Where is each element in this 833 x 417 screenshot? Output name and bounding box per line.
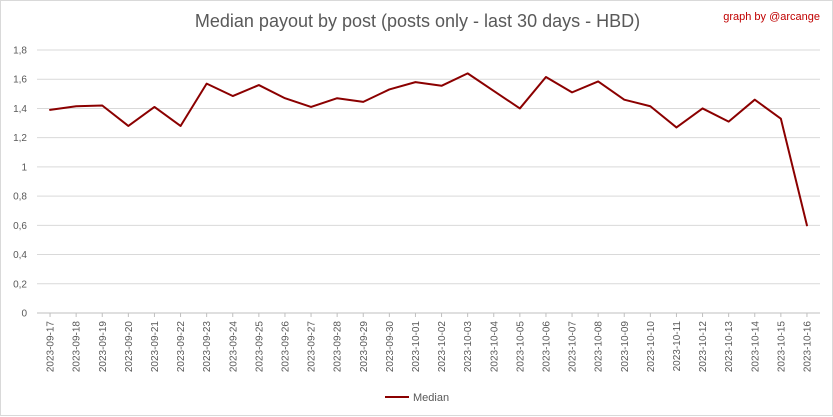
x-tick-label: 2023-09-25 [254, 321, 265, 373]
x-tick-label: 2023-09-30 [385, 321, 396, 373]
x-tick-label: 2023-10-10 [646, 321, 657, 373]
legend-label: Median [413, 392, 449, 404]
y-tick-label: 1,4 [13, 104, 27, 115]
x-tick-label: 2023-09-18 [72, 321, 83, 373]
y-tick-label: 0,4 [13, 250, 27, 261]
legend: Median [385, 392, 449, 404]
y-axis-ticks: 0 0,2 0,4 0,6 0,8 1 1,2 1,4 1,6 1,8 [13, 46, 27, 320]
x-tick-label: 2023-10-15 [776, 321, 787, 373]
x-tick-label: 2023-10-01 [411, 321, 422, 373]
x-tick-label: 2023-10-06 [541, 321, 552, 373]
y-tick-label: 0,8 [13, 192, 27, 203]
series-layer [50, 73, 807, 225]
x-tick-label: 2023-09-24 [228, 321, 239, 373]
x-tick-label: 2023-09-26 [280, 321, 291, 373]
x-tick-label: 2023-09-20 [124, 321, 135, 373]
series-line-median [50, 73, 807, 225]
y-tick-label: 1 [21, 162, 27, 173]
y-tick-label: 1,8 [13, 46, 27, 57]
x-tick-label: 2023-09-27 [307, 321, 318, 373]
x-tick-label: 2023-09-29 [359, 321, 370, 373]
x-tick-label: 2023-10-05 [515, 321, 526, 373]
x-axis-ticks: 2023-09-17 2023-09-18 2023-09-19 2023-09-20… [46, 313, 814, 372]
x-tick-label: 2023-09-23 [202, 321, 213, 373]
x-tick-label: 2023-10-02 [437, 321, 448, 373]
x-tick-label: 2023-10-16 [802, 321, 813, 373]
y-tick-label: 1,2 [13, 133, 27, 144]
y-tick-label: 0,2 [13, 279, 27, 290]
x-tick-label: 2023-09-28 [333, 321, 344, 373]
x-tick-label: 2023-10-09 [620, 321, 631, 373]
x-tick-label: 2023-10-13 [724, 321, 735, 373]
y-tick-label: 0 [21, 309, 27, 320]
x-tick-label: 2023-10-03 [463, 321, 474, 373]
x-tick-label: 2023-10-07 [568, 321, 579, 373]
x-tick-label: 2023-10-04 [489, 321, 500, 373]
x-tick-label: 2023-09-17 [46, 321, 57, 373]
x-tick-label: 2023-09-21 [150, 321, 161, 373]
x-tick-label: 2023-10-11 [672, 321, 683, 372]
y-tick-label: 0,6 [13, 221, 27, 232]
x-tick-label: 2023-09-22 [176, 321, 187, 373]
grid-lines [37, 50, 820, 313]
x-tick-label: 2023-10-08 [594, 321, 605, 373]
x-tick-label: 2023-10-14 [750, 321, 761, 373]
y-tick-label: 1,6 [13, 75, 27, 86]
x-tick-label: 2023-10-12 [698, 321, 709, 373]
x-tick-label: 2023-09-19 [98, 321, 109, 373]
